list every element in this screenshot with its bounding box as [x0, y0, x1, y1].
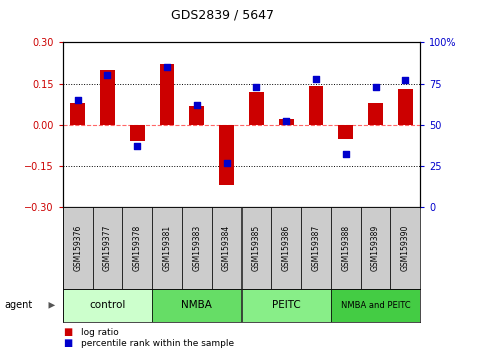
Bar — [93, 207, 122, 289]
Text: GSM159383: GSM159383 — [192, 225, 201, 271]
Bar — [242, 207, 271, 289]
Bar — [159, 64, 174, 125]
Bar — [63, 207, 93, 289]
Bar — [361, 207, 390, 289]
Bar — [398, 89, 413, 125]
Text: ■: ■ — [63, 338, 72, 348]
Text: GSM159377: GSM159377 — [103, 224, 112, 271]
Bar — [301, 207, 331, 289]
Point — [372, 84, 380, 90]
Text: log ratio: log ratio — [81, 327, 119, 337]
Point — [282, 119, 290, 124]
Bar — [271, 207, 301, 289]
Point — [401, 78, 409, 83]
Point — [133, 143, 141, 149]
Bar — [122, 207, 152, 289]
Point — [193, 102, 201, 108]
Text: GDS2839 / 5647: GDS2839 / 5647 — [170, 8, 274, 21]
Point — [253, 84, 260, 90]
Text: PEITC: PEITC — [272, 300, 300, 310]
Text: NMBA: NMBA — [182, 300, 212, 310]
Bar — [309, 86, 324, 125]
Bar — [219, 125, 234, 185]
Text: control: control — [89, 300, 126, 310]
Text: GSM159376: GSM159376 — [73, 224, 82, 271]
Bar — [130, 125, 145, 141]
Text: ■: ■ — [63, 327, 72, 337]
Bar — [63, 289, 152, 322]
Point — [74, 97, 82, 103]
Point — [163, 64, 171, 70]
Bar — [331, 207, 361, 289]
Text: agent: agent — [5, 300, 33, 310]
Point — [342, 152, 350, 157]
Text: percentile rank within the sample: percentile rank within the sample — [81, 339, 234, 348]
Text: GSM159388: GSM159388 — [341, 225, 350, 271]
Bar — [152, 289, 242, 322]
Bar — [100, 70, 115, 125]
Bar — [212, 207, 242, 289]
Text: NMBA and PEITC: NMBA and PEITC — [341, 301, 411, 310]
Bar — [242, 289, 331, 322]
Bar — [338, 125, 353, 138]
Bar — [368, 103, 383, 125]
Bar — [70, 103, 85, 125]
Point — [312, 76, 320, 81]
Text: GSM159385: GSM159385 — [252, 225, 261, 271]
Bar — [331, 289, 420, 322]
Text: GSM159381: GSM159381 — [163, 225, 171, 271]
Bar — [279, 119, 294, 125]
Bar — [189, 105, 204, 125]
Text: GSM159387: GSM159387 — [312, 225, 320, 271]
Bar — [390, 207, 420, 289]
Text: GSM159386: GSM159386 — [282, 225, 291, 271]
Bar — [152, 207, 182, 289]
Point — [223, 160, 230, 165]
Point — [104, 73, 112, 78]
Text: GSM159378: GSM159378 — [133, 225, 142, 271]
Bar — [249, 92, 264, 125]
Text: GSM159390: GSM159390 — [401, 224, 410, 271]
Text: GSM159384: GSM159384 — [222, 225, 231, 271]
Bar — [182, 207, 212, 289]
Text: GSM159389: GSM159389 — [371, 225, 380, 271]
